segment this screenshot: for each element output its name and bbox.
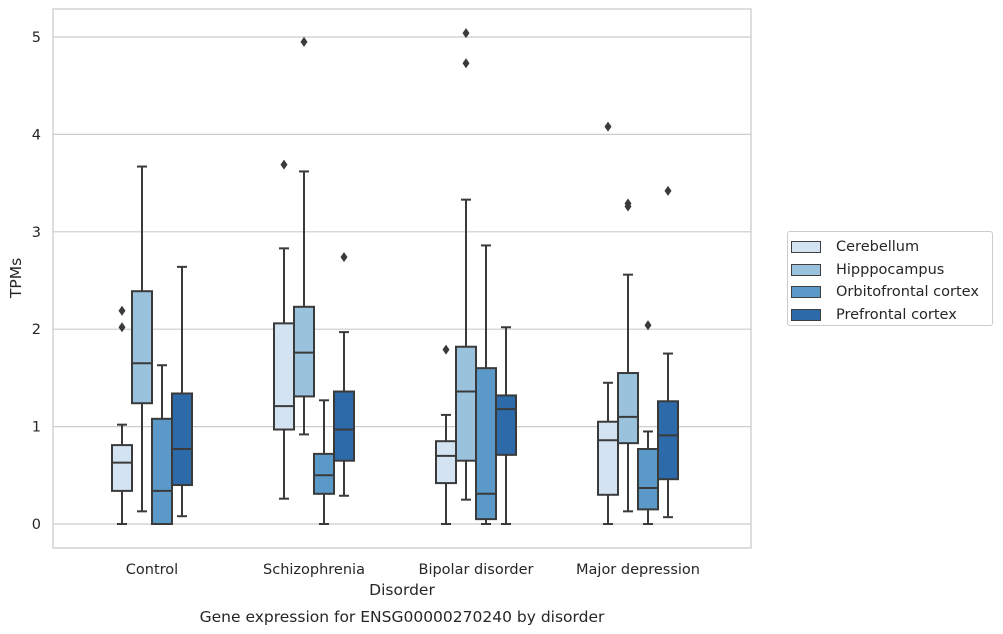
outlier-point	[644, 320, 652, 331]
legend-swatch	[791, 286, 821, 299]
box-hipppocampus	[617, 198, 639, 513]
box-cerebellum	[111, 305, 133, 525]
box-cerebellum	[435, 344, 457, 525]
legend-label: Orbitofrontal cortex	[836, 284, 979, 301]
legend-swatch	[791, 263, 821, 276]
box-cerebellum	[597, 121, 619, 525]
outlier-point	[462, 58, 470, 69]
outlier-point	[340, 252, 348, 263]
box-iqr	[131, 290, 153, 405]
legend: Cerebellum Hipppocampus Orbitofrontal cort…	[787, 231, 993, 326]
box-iqr	[475, 367, 497, 521]
y-tick-label: 3	[32, 225, 41, 241]
legend-item: Cerebellum	[788, 236, 992, 259]
outlier-point	[442, 344, 450, 355]
box-prefrontal-cortex	[657, 185, 679, 519]
x-tick-label: Schizophrenia	[263, 562, 365, 578]
outlier-point	[604, 121, 612, 132]
box-series	[111, 28, 679, 526]
legend-swatch	[791, 308, 821, 321]
y-tick-label: 1	[32, 420, 41, 436]
box-iqr	[313, 452, 335, 495]
box-iqr	[333, 390, 355, 462]
box-iqr	[273, 322, 295, 431]
box-iqr	[171, 392, 193, 487]
box-iqr	[111, 444, 133, 492]
box-hipppocampus	[293, 36, 315, 436]
outlier-point	[118, 322, 126, 333]
x-tick-label: Control	[126, 562, 178, 578]
legend-label: Prefrontal cortex	[836, 306, 957, 323]
y-axis-label: TPMs	[7, 258, 25, 299]
x-axis-label: Disorder	[369, 581, 435, 599]
box-hipppocampus	[131, 165, 153, 513]
box-prefrontal-cortex	[495, 326, 517, 525]
outlier-point	[664, 185, 672, 196]
chart-title: Gene expression for ENSG00000270240 by d…	[200, 608, 605, 626]
box-iqr	[637, 448, 659, 511]
box-orbitofrontal-cortex	[313, 399, 335, 525]
legend-item: Prefrontal cortex	[788, 304, 992, 327]
y-tick-label: 0	[32, 517, 41, 533]
outlier-point	[624, 198, 632, 209]
box-prefrontal-cortex	[171, 265, 193, 518]
plot-frame	[52, 8, 752, 549]
legend-swatch	[791, 241, 821, 254]
box-iqr	[495, 394, 517, 456]
x-tick-label: Major depression	[576, 562, 700, 578]
outlier-point	[300, 36, 308, 47]
box-iqr	[617, 372, 639, 445]
x-tick-labels: Control Schizophrenia Bipolar disorder Majo…	[126, 562, 700, 578]
legend-item: Hipppocampus	[788, 259, 992, 282]
box-iqr	[151, 417, 173, 526]
outlier-point	[118, 305, 126, 316]
y-tick-label: 2	[32, 322, 41, 338]
y-tick-label: 5	[32, 30, 41, 46]
x-tick-label: Bipolar disorder	[419, 562, 534, 578]
legend-label: Cerebellum	[836, 239, 920, 256]
box-iqr	[435, 440, 457, 485]
legend-label: Hipppocampus	[836, 261, 945, 278]
outlier-point	[462, 28, 470, 39]
box-iqr	[597, 420, 619, 496]
outlier-point	[280, 159, 288, 170]
y-tick-label: 4	[32, 127, 41, 143]
y-tick-labels: 0 1 2 3 4 5	[32, 30, 41, 533]
box-prefrontal-cortex	[333, 252, 355, 497]
box-iqr	[657, 400, 679, 481]
legend-item: Orbitofrontal cortex	[788, 281, 992, 304]
box-iqr	[455, 345, 477, 462]
